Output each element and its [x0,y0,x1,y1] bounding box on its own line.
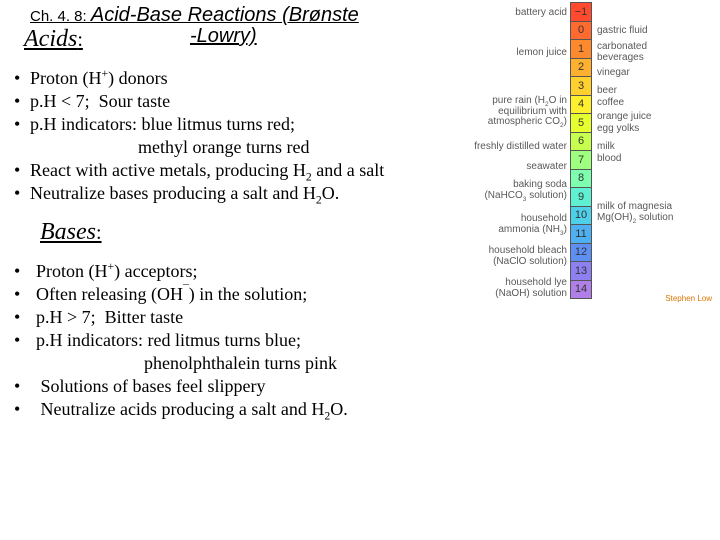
ph-right-label: egg yolks [597,124,712,135]
ph-cell: 2 [571,59,591,78]
ph-cell: 14 [571,281,591,299]
chapter-prefix: Ch. 4. 8: [30,8,91,25]
ph-right-label: vinegar [597,68,712,79]
ph-right-label: orange juice [597,112,712,123]
ph-cell: 6 [571,133,591,152]
ph-cell: 7 [571,151,591,170]
ph-cell: 0 [571,22,591,41]
ph-cell: 9 [571,188,591,207]
ph-left-label: householdammonia (NH3) [422,214,567,235]
ph-cell: −1 [571,3,591,22]
ph-left-label: lemon juice [422,48,567,59]
ph-right-label: coffee [597,98,712,109]
ph-cell: 11 [571,225,591,244]
ph-right-label: carbonatedbeverages [597,42,712,63]
ph-cell: 8 [571,170,591,189]
ph-scale-graphic: −101234567891011121314 battery acidlemon… [422,2,714,302]
list-item: p.H > 7; Bitter taste [14,306,710,329]
ph-right-label: beer [597,86,712,97]
ph-left-label: household bleach(NaClO solution) [422,246,567,267]
ph-cell: 1 [571,40,591,59]
ph-cell: 13 [571,262,591,281]
ph-left-label: battery acid [422,8,567,19]
ph-right-label: milk of magnesiaMg(OH)2 solution [597,202,712,223]
list-item: p.H indicators: red litmus turns blue;ph… [14,329,710,375]
ph-cell: 3 [571,77,591,96]
chapter-main: Acid-Base Reactions (Brønste [91,4,359,26]
ph-left-label: household lye(NaOH) solution [422,278,567,299]
ph-cell: 12 [571,244,591,263]
ph-credit: Stephen Low [665,294,712,303]
ph-cell: 5 [571,114,591,133]
list-item: Neutralize acids producing a salt and H2… [14,398,710,421]
list-item: Solutions of bases feel slippery [14,375,710,398]
ph-left-label: freshly distilled water [422,142,567,153]
ph-left-label: pure rain (H2O inequilibrium withatmosph… [422,96,567,128]
ph-right-label: blood [597,154,712,165]
ph-bar: −101234567891011121314 [570,2,592,299]
ph-cell: 10 [571,207,591,226]
ph-left-label: baking soda(NaHCO3 solution) [422,180,567,201]
ph-right-label: milk [597,142,712,153]
ph-left-label: seawater [422,162,567,173]
ph-right-label: gastric fluid [597,26,712,37]
ph-cell: 4 [571,96,591,115]
